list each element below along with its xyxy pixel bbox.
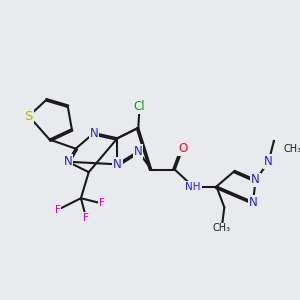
Text: S: S [25,110,33,123]
Text: N: N [134,145,142,158]
Text: NH: NH [185,182,201,191]
Text: N: N [113,158,122,171]
Text: F: F [83,213,89,223]
Text: F: F [55,205,60,215]
Text: CH₃: CH₃ [283,144,300,154]
Text: N: N [249,196,257,208]
Text: N: N [90,127,98,140]
Text: N: N [64,155,72,168]
Text: O: O [178,142,187,155]
Text: Cl: Cl [134,100,146,113]
Text: CH₃: CH₃ [213,223,231,233]
Text: F: F [99,198,105,208]
Text: N: N [251,173,260,187]
Text: N: N [264,155,273,168]
